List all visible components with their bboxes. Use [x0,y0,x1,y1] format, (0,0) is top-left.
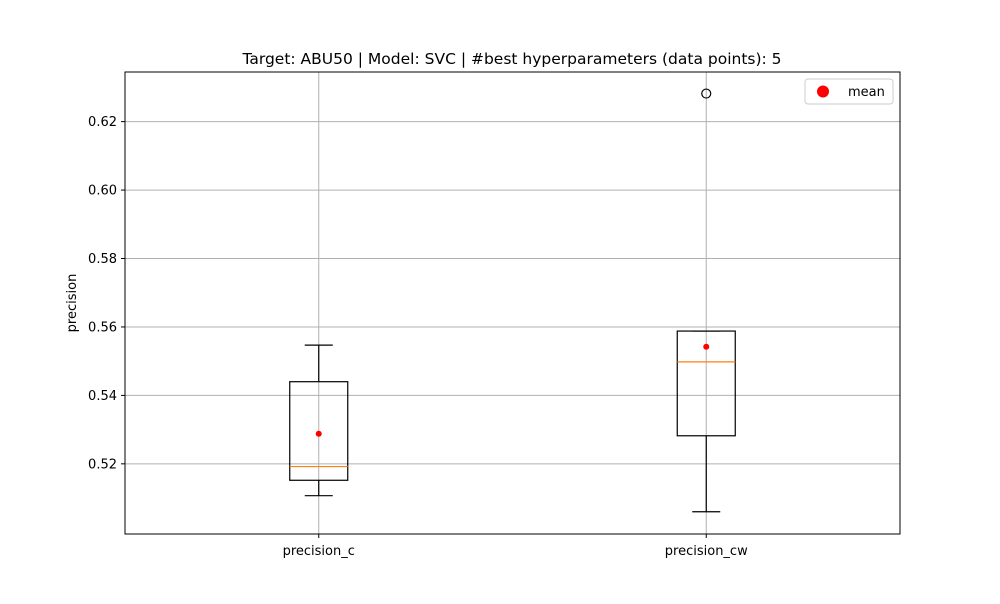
chart-title: Target: ABU50 | Model: SVC | #best hyper… [241,50,781,68]
y-tick-label: 0.62 [88,115,117,130]
mean-marker [315,430,322,437]
legend-mean-label: mean [848,85,885,100]
box-group-precision-cw [676,88,736,513]
box-group-precision-c [289,344,349,497]
boxes [289,88,736,513]
mean-markers [315,343,710,437]
y-tick-label: 0.54 [88,389,117,404]
legend: mean [804,78,894,105]
box-iqr [289,381,349,481]
grid-lines [125,72,900,534]
x-tick-label: precision_c [283,544,355,559]
x-tick-label: precision_cw [665,544,748,559]
plot-area-frame [124,71,901,535]
y-tick-label: 0.60 [88,184,117,199]
legend-box [804,78,894,105]
legend-mean-marker [817,85,829,98]
y-tick-label: 0.52 [88,457,117,472]
outlier-point [701,88,712,99]
mean-marker [703,343,710,350]
axes: 0.52 0.54 0.56 0.58 0.60 0.62 precision_c preci… [88,115,748,559]
y-axis-label: precision [65,274,80,333]
y-tick-label: 0.56 [88,320,117,335]
box-iqr [676,330,736,437]
y-tick-label: 0.58 [88,252,117,267]
